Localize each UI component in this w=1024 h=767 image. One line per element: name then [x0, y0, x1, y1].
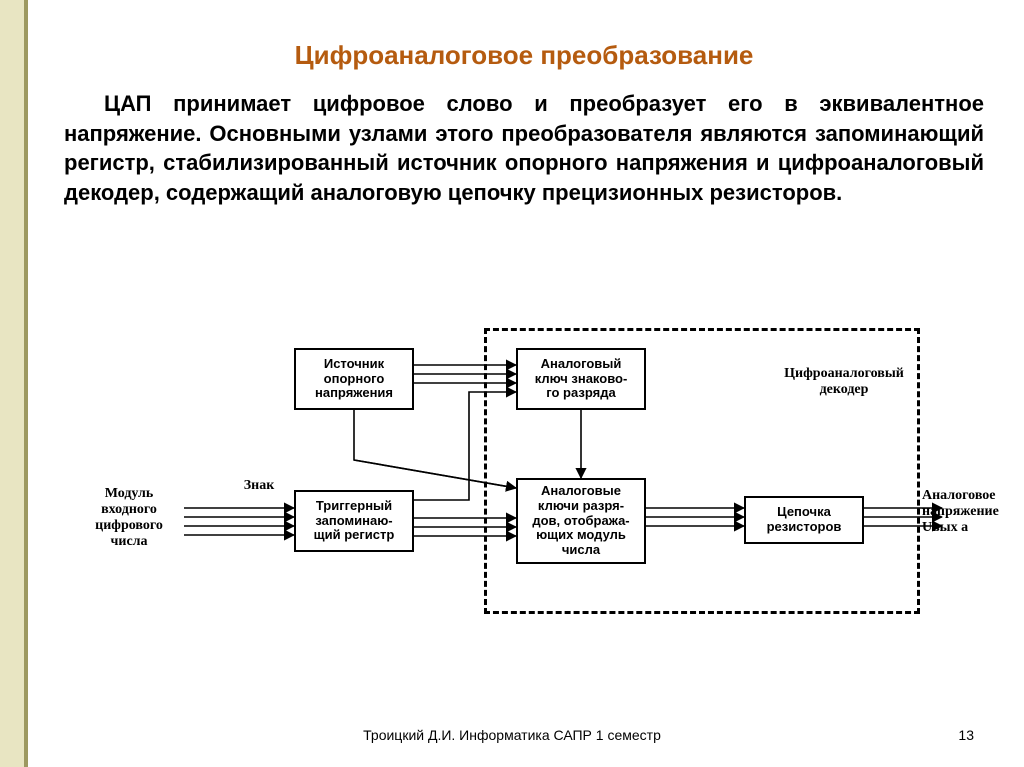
footer: Троицкий Д.И. Информатика САПР 1 семестр	[0, 727, 1024, 743]
node-keys_mod: Аналоговыеключи разря-дов, отобража-ющих…	[516, 478, 646, 564]
node-trig_reg: Триггерныйзапоминаю-щий регистр	[294, 490, 414, 552]
node-res_chain: Цепочкарезисторов	[744, 496, 864, 544]
slide: Цифроаналоговое преобразование ЦАП прини…	[24, 0, 1024, 767]
body-paragraph: ЦАП принимает цифровое слово и преобразу…	[64, 89, 984, 208]
node-src_ref: Источникопорногонапряжения	[294, 348, 414, 410]
page-title: Цифроаналоговое преобразование	[64, 40, 984, 71]
diagram: Цифроаналоговыйдекодер Источникопорногона…	[84, 310, 1014, 640]
decoder-frame-label: Цифроаналоговыйдекодер	[784, 366, 904, 398]
page-number: 13	[958, 727, 974, 743]
label-out: АналоговоенапряжениеUвых a	[922, 488, 1024, 536]
label-sign: Знак	[234, 478, 284, 494]
label-in_module: Модульвходногоцифровогочисла	[74, 486, 184, 550]
accent-stripe	[0, 0, 24, 767]
node-key_sign: Аналоговыйключ знаково-го разряда	[516, 348, 646, 410]
